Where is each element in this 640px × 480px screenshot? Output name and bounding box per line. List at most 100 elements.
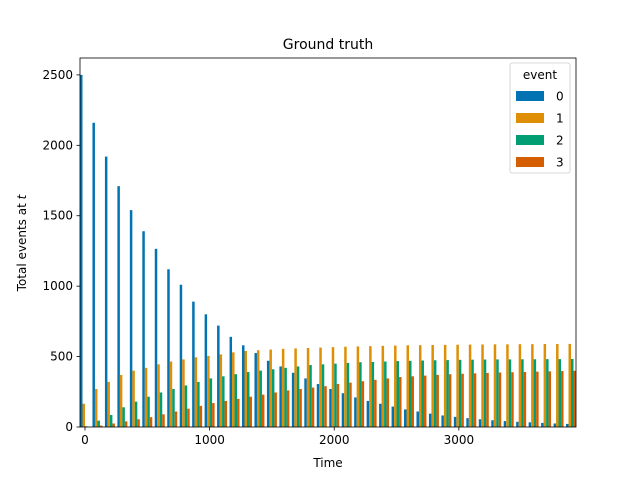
y-axis-label-var: t <box>15 193 29 199</box>
x-tick-label: 1000 <box>194 433 225 447</box>
bar-series-3 <box>224 400 228 427</box>
bar-series-2 <box>246 372 250 427</box>
bar-series-1 <box>244 350 247 427</box>
bar-series-2 <box>109 415 113 427</box>
bar-series-3 <box>473 373 477 427</box>
bar-series-0 <box>291 372 295 427</box>
bar-series-2 <box>159 392 163 427</box>
axes-frame <box>79 57 577 428</box>
x-tick-label: 2000 <box>319 433 350 447</box>
bar-series-3 <box>249 396 252 427</box>
bar-series-0 <box>329 388 332 427</box>
bar-series-3 <box>99 425 103 427</box>
y-axis-label: Total events at t <box>15 193 29 292</box>
bar-series-3 <box>511 372 514 427</box>
bar-series-3 <box>423 375 427 427</box>
bar-series-3 <box>498 372 502 427</box>
bar-series-0 <box>229 336 233 427</box>
bar-series-3 <box>199 405 203 427</box>
legend-swatch-0 <box>516 91 544 101</box>
bar-series-3 <box>573 370 576 427</box>
bar-series-3 <box>361 381 365 427</box>
chart-title: Ground truth <box>283 37 373 53</box>
bar-series-3 <box>187 408 190 427</box>
bar-series-3 <box>149 417 153 427</box>
bar-series-1 <box>506 344 509 427</box>
bar-series-3 <box>386 378 390 427</box>
bar-series-3 <box>324 386 327 427</box>
bar-series-0 <box>379 403 382 427</box>
bar-series-0 <box>428 413 432 427</box>
bar-series-1 <box>531 344 534 427</box>
legend-swatch-1 <box>516 113 544 123</box>
bar-series-1 <box>406 345 409 427</box>
bar-series-0 <box>266 360 270 427</box>
y-tick-label: 500 <box>50 350 73 364</box>
bar-series-1 <box>331 347 335 427</box>
bar-series-0 <box>404 409 407 427</box>
bar-series-1 <box>144 367 148 427</box>
bar-series-0 <box>466 418 469 427</box>
bar-series-3 <box>112 423 115 427</box>
bar-series-0 <box>441 415 444 427</box>
bar-series-2 <box>421 360 424 427</box>
bar-series-1 <box>132 370 135 427</box>
bar-series-2 <box>396 361 400 427</box>
bar-series-2 <box>508 359 512 427</box>
bar-series-0 <box>279 366 282 427</box>
bar-series-2 <box>458 359 462 427</box>
y-tick-label: 1500 <box>42 209 73 223</box>
bar-series-3 <box>349 382 352 427</box>
bar-series-0 <box>117 186 120 427</box>
bar-series-1 <box>443 344 447 427</box>
bar-series-2 <box>234 374 238 427</box>
bar-series-1 <box>182 359 185 427</box>
bar-series-3 <box>162 414 165 427</box>
legend-label-1: 1 <box>556 112 564 126</box>
bar-series-1 <box>518 344 522 427</box>
bar-series-1 <box>281 348 285 427</box>
bar-series-2 <box>122 407 125 427</box>
bar-series-0 <box>566 423 569 427</box>
bar-series-3 <box>436 374 439 427</box>
legend-label-3: 3 <box>556 156 564 170</box>
bar-series-2 <box>134 401 138 427</box>
bar-series-1 <box>431 345 434 427</box>
bar-series-3 <box>448 374 452 427</box>
bar-series-2 <box>197 381 200 427</box>
bar-series-2 <box>359 362 362 427</box>
bar-series-0 <box>341 393 345 427</box>
legend-label-2: 2 <box>556 134 564 148</box>
bar-series-2 <box>222 376 225 427</box>
bar-series-3 <box>137 419 140 427</box>
bar-series-1 <box>418 345 422 427</box>
y-tick-label: 1000 <box>42 279 73 293</box>
bar-series-2 <box>384 361 387 427</box>
bar-series-2 <box>259 370 262 427</box>
bar-series-1 <box>556 344 559 427</box>
bar-series-3 <box>261 394 265 427</box>
bar-series-3 <box>411 376 414 427</box>
bar-series-1 <box>568 343 572 427</box>
legend: event 0 1 2 3 <box>509 62 571 174</box>
bar-series-1 <box>319 347 322 427</box>
legend-swatch-2 <box>516 135 544 145</box>
bar-series-2 <box>483 359 487 427</box>
bar-series-3 <box>336 384 340 427</box>
y-tick-label: 0 <box>65 420 73 434</box>
bar-series-1 <box>381 345 385 427</box>
bar-series-2 <box>571 358 574 427</box>
bar-series-0 <box>254 353 257 427</box>
bar-series-1 <box>256 350 260 427</box>
bar-series-3 <box>274 392 277 427</box>
bar-series-0 <box>167 269 170 427</box>
bar-series-2 <box>496 359 499 427</box>
bar-series-0 <box>366 400 370 427</box>
bar-series-2 <box>296 366 300 427</box>
bar-series-1 <box>82 403 85 427</box>
bar-series-2 <box>558 359 562 427</box>
bar-series-1 <box>269 349 272 427</box>
bar-series-3 <box>299 388 302 427</box>
bar-series-3 <box>461 373 464 427</box>
legend-label-0: 0 <box>556 90 564 104</box>
